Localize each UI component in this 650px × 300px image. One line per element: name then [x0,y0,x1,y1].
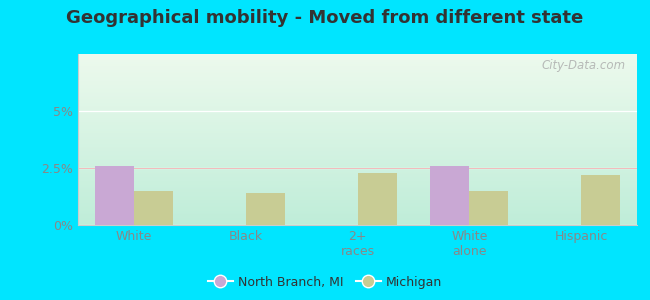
Bar [358,172,396,225]
Bar [430,166,469,225]
Text: Geographical mobility - Moved from different state: Geographical mobility - Moved from diffe… [66,9,584,27]
Text: City-Data.com: City-Data.com [541,59,626,72]
Bar [134,191,173,225]
Legend: North Branch, MI, Michigan: North Branch, MI, Michigan [203,271,447,294]
Bar [581,175,620,225]
Bar [246,193,285,225]
Bar [469,191,508,225]
Bar [95,166,134,225]
